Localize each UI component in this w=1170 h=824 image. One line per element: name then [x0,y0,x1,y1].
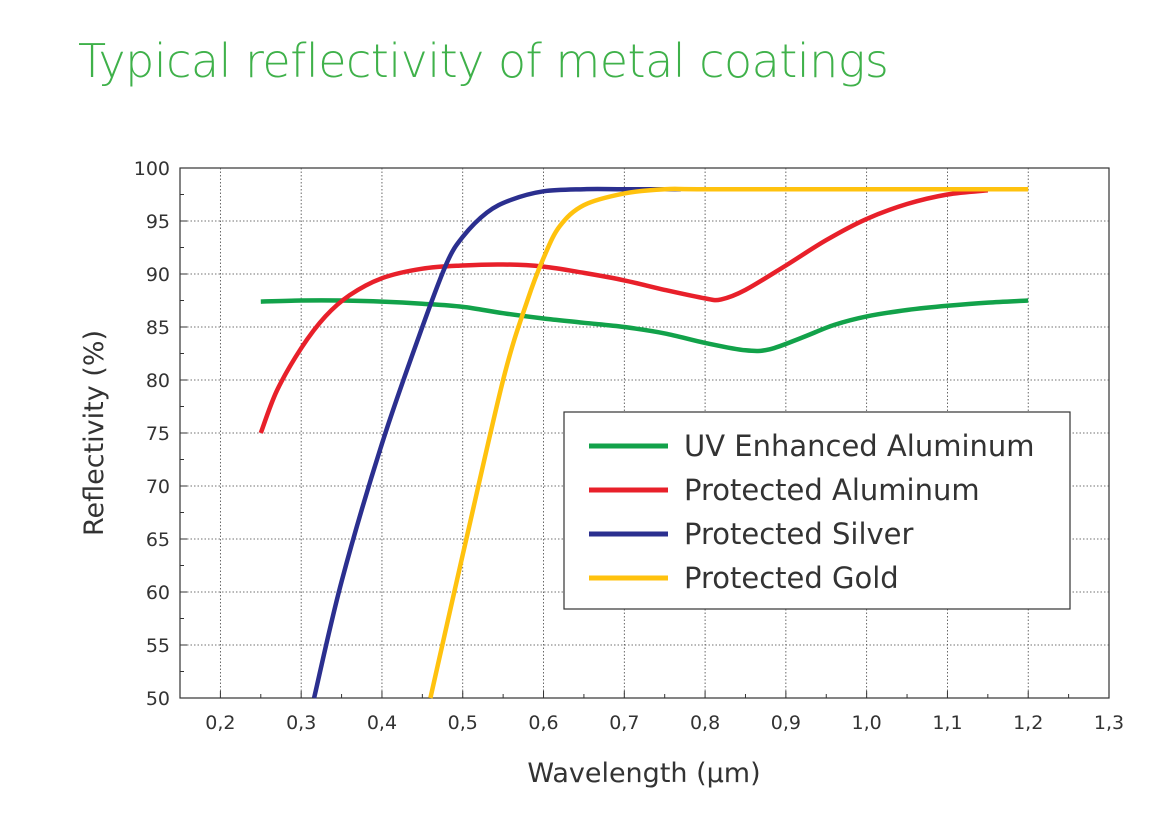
legend-label-uv-enhanced-aluminum: UV Enhanced Aluminum [684,429,1035,463]
y-axis-label: Reflectivity (%) [79,330,110,536]
x-tick-label: 0,9 [771,712,801,734]
legend: UV Enhanced Aluminum Protected Aluminum … [563,411,1071,610]
x-tick-label: 0,5 [448,712,478,734]
y-tick-labels: 50 55 60 65 70 75 80 85 90 95 100 [134,158,170,710]
x-tick-label: 0,6 [528,712,558,734]
page-title: Typical reflectivity of metal coatings [78,34,889,88]
y-tick-label: 55 [146,635,170,657]
legend-label-protected-aluminum: Protected Aluminum [684,473,980,507]
x-tick-label: 1,2 [1013,712,1043,734]
y-tick-label: 90 [146,264,170,286]
x-tick-label: 0,7 [609,712,639,734]
y-tick-label: 100 [134,158,170,180]
x-tick-labels: 0,2 0,3 0,4 0,5 0,6 0,7 0,8 0,9 1,0 1,1 1,2 1,3 [205,712,1124,734]
y-tick-label: 65 [146,529,170,551]
x-tick-label: 0,3 [286,712,316,734]
x-tick-label: 0,8 [690,712,720,734]
x-tick-label: 1,1 [932,712,962,734]
y-tick-label: 70 [146,476,170,498]
series-line-protected-aluminum [258,188,989,434]
series-lines [258,186,1029,699]
series-line-protected-gold [428,186,1029,699]
y-tick-label: 85 [146,317,170,339]
x-tick-label: 0,2 [205,712,235,734]
x-tick-label: 1,3 [1094,712,1124,734]
y-tick-label: 60 [146,582,170,604]
x-axis-label: Wavelength (µm) [527,758,760,789]
x-tick-label: 1,0 [852,712,882,734]
legend-label-protected-silver: Protected Silver [684,517,914,551]
series-line-protected-silver [311,186,681,699]
y-tick-label: 80 [146,370,170,392]
y-tick-label: 75 [146,423,170,445]
legend-label-protected-gold: Protected Gold [684,561,899,595]
y-tick-label: 95 [146,211,170,233]
y-tick-label: 50 [146,688,170,710]
ticks [180,167,1110,699]
series-line-uv-enhanced-aluminum [260,298,1029,354]
x-tick-label: 0,4 [367,712,397,734]
